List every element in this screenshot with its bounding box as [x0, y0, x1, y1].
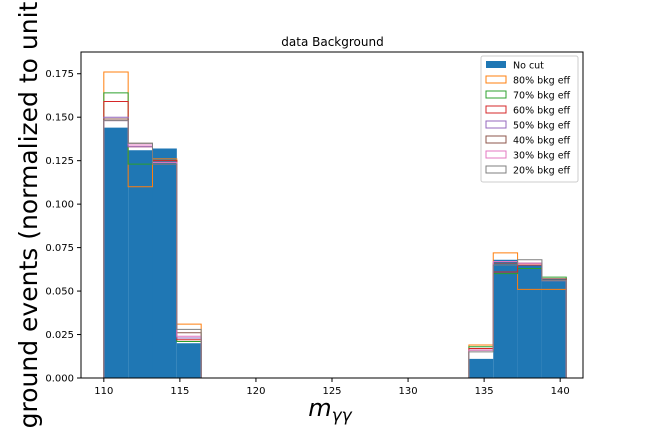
y-tick-label-5: 0.125 [45, 156, 74, 167]
legend-label-2: 70% bkg eff [513, 91, 571, 102]
x-tick-label-2: 120 [246, 386, 265, 397]
legend-swatch-1 [485, 75, 507, 84]
x-axis-label-main: m [308, 394, 331, 422]
bar-nocut-15 [468, 358, 494, 378]
legend-label-0: No cut [513, 61, 544, 72]
legend-swatch-4 [485, 120, 507, 129]
x-tick-label-6: 140 [551, 386, 570, 397]
chart-title: data Background [281, 35, 383, 49]
step-series-1-run-1 [468, 252, 567, 378]
legend-label-1: 80% bkg eff [513, 76, 571, 87]
x-tick-label-3: 125 [322, 386, 341, 397]
x-tick-label-0: 110 [94, 386, 113, 397]
legend-swatch-6 [485, 150, 507, 159]
legend-label-3: 60% bkg eff [513, 106, 571, 117]
x-tick-label-1: 115 [170, 386, 189, 397]
y-tick-label-7: 0.175 [45, 69, 74, 80]
x-axis-label: mγγ [308, 394, 352, 426]
bar-nocut-18 [541, 278, 567, 378]
bar-nocut-16 [493, 259, 518, 378]
y-tick-label-3: 0.075 [45, 243, 74, 254]
x-axis-ticks: 110 115 120 125 130 135 140 [94, 378, 570, 397]
y-tick-label-0: 0.000 [45, 374, 74, 385]
bar-nocut-17 [517, 264, 542, 378]
step-series-7-run-0 [103, 120, 202, 378]
legend-swatch-5 [485, 135, 507, 144]
histogram-bars [103, 127, 567, 378]
legend-swatch-3 [485, 105, 507, 114]
bar-nocut-1 [128, 150, 153, 378]
y-tick-label-6: 0.150 [45, 113, 74, 124]
step-series-7-run-1 [468, 259, 567, 378]
bar-nocut-2 [152, 148, 177, 378]
legend-swatch-0 [486, 61, 506, 68]
y-tick-label-4: 0.100 [45, 200, 74, 211]
step-series-1-run-0 [103, 71, 202, 378]
x-tick-label-5: 135 [475, 386, 494, 397]
bar-nocut-0 [103, 127, 129, 378]
legend-label-6: 30% bkg eff [513, 151, 571, 162]
legend-swatch-2 [485, 90, 507, 99]
x-axis-label-subscript: γγ [332, 406, 353, 426]
y-tick-label-1: 0.025 [45, 330, 74, 341]
y-axis-ticks: 0.000 0.025 0.050 0.075 0.100 0.125 0.150 0.175 [45, 69, 81, 385]
legend-swatch-7 [485, 165, 507, 174]
legend-label-4: 50% bkg eff [513, 121, 571, 132]
x-tick-label-4: 130 [399, 386, 418, 397]
y-axis-label: ground events (normalized to unit [14, 1, 43, 428]
legend: No cut 80% bkg eff 70% bkg eff 60% bkg eff 5… [480, 55, 579, 183]
legend-label-5: 40% bkg eff [513, 136, 571, 147]
y-tick-label-2: 0.050 [45, 287, 74, 298]
histogram-steps [103, 71, 567, 378]
bar-nocut-3 [176, 343, 202, 378]
legend-label-7: 20% bkg eff [513, 166, 571, 177]
